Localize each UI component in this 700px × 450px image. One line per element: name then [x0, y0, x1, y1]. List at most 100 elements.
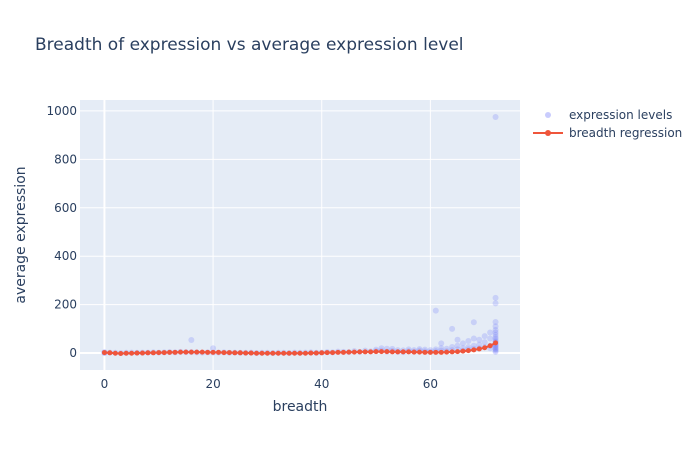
regression-point	[107, 350, 112, 355]
x-tick-label: 40	[314, 377, 329, 391]
regression-point	[374, 349, 379, 354]
regression-point	[417, 350, 422, 355]
regression-point	[455, 349, 460, 354]
scatter-point	[482, 333, 488, 339]
regression-point	[477, 346, 482, 351]
regression-point	[493, 340, 498, 345]
scatter-point	[487, 329, 493, 335]
legend-marker-scatter	[545, 112, 551, 118]
regression-point	[156, 350, 161, 355]
regression-point	[189, 350, 194, 355]
regression-point	[183, 350, 188, 355]
scatter-point	[460, 340, 466, 346]
y-tick-label: 400	[54, 249, 77, 263]
regression-point	[216, 350, 221, 355]
regression-point	[211, 350, 216, 355]
regression-point	[167, 350, 172, 355]
regression-point	[303, 351, 308, 356]
x-tick-label: 60	[423, 377, 438, 391]
legend-item-breadth-regression[interactable]: breadth regression	[533, 126, 682, 140]
legend: expression levels breadth regression	[533, 108, 682, 140]
regression-point	[135, 351, 140, 356]
regression-point	[412, 350, 417, 355]
regression-point	[200, 350, 205, 355]
regression-point	[422, 350, 427, 355]
regression-point	[395, 349, 400, 354]
regression-point	[401, 349, 406, 354]
regression-point	[227, 350, 232, 355]
scatter-point	[493, 349, 499, 355]
y-axis-title: average expression	[13, 166, 29, 303]
regression-point	[194, 350, 199, 355]
regression-point	[330, 350, 335, 355]
scatter-point	[487, 336, 493, 342]
scatter-point	[433, 308, 439, 314]
x-tick-label: 20	[205, 377, 220, 391]
regression-point	[368, 349, 373, 354]
regression-point	[379, 349, 384, 354]
regression-point	[129, 351, 134, 356]
regression-point	[254, 351, 259, 356]
regression-point	[162, 350, 167, 355]
y-tick-label: 1000	[46, 104, 77, 118]
scatter-point	[455, 337, 461, 343]
regression-point	[384, 349, 389, 354]
scatter-point	[493, 300, 499, 306]
regression-point	[363, 349, 368, 354]
regression-point	[238, 350, 243, 355]
x-axis-title: breadth	[273, 399, 328, 415]
y-tick-label: 0	[69, 346, 77, 360]
scatter-point	[471, 319, 477, 325]
regression-point	[346, 350, 351, 355]
regression-point	[118, 351, 123, 356]
regression-point	[124, 351, 129, 356]
regression-point	[205, 350, 210, 355]
regression-point	[319, 350, 324, 355]
scatter-point	[471, 336, 477, 342]
regression-point	[390, 349, 395, 354]
legend-marker-regression	[545, 130, 551, 136]
scatter-point	[449, 344, 455, 350]
regression-point	[249, 351, 254, 356]
scatter-point	[476, 337, 482, 343]
regression-point	[336, 350, 341, 355]
legend-label-expression-levels: expression levels	[569, 108, 672, 122]
regression-point	[270, 351, 275, 356]
regression-point	[232, 350, 237, 355]
regression-point	[281, 351, 286, 356]
regression-point	[439, 350, 444, 355]
regression-point	[488, 343, 493, 348]
regression-point	[221, 350, 226, 355]
regression-point	[341, 350, 346, 355]
regression-point	[433, 350, 438, 355]
regression-point	[292, 351, 297, 356]
legend-item-expression-levels[interactable]: expression levels	[545, 108, 672, 122]
scatter-point	[482, 339, 488, 345]
regression-point	[325, 350, 330, 355]
regression-point	[113, 351, 118, 356]
scatter-point	[493, 114, 499, 120]
regression-point	[151, 350, 156, 355]
y-tick-label: 200	[54, 298, 77, 312]
scatter-point	[449, 326, 455, 332]
regression-point	[276, 351, 281, 356]
x-tick-label: 0	[101, 377, 109, 391]
regression-point	[460, 349, 465, 354]
scatter-point	[455, 343, 461, 349]
regression-point	[243, 351, 248, 356]
regression-point	[406, 349, 411, 354]
legend-label-breadth-regression: breadth regression	[569, 126, 682, 140]
regression-point	[450, 349, 455, 354]
regression-point	[173, 350, 178, 355]
regression-point	[482, 345, 487, 350]
y-tick-label: 800	[54, 152, 77, 166]
regression-point	[140, 351, 145, 356]
scatter-point	[188, 337, 194, 343]
regression-point	[428, 350, 433, 355]
regression-point	[471, 347, 476, 352]
regression-point	[145, 350, 150, 355]
regression-point	[259, 351, 264, 356]
regression-point	[352, 350, 357, 355]
regression-point	[102, 350, 107, 355]
regression-point	[287, 351, 292, 356]
